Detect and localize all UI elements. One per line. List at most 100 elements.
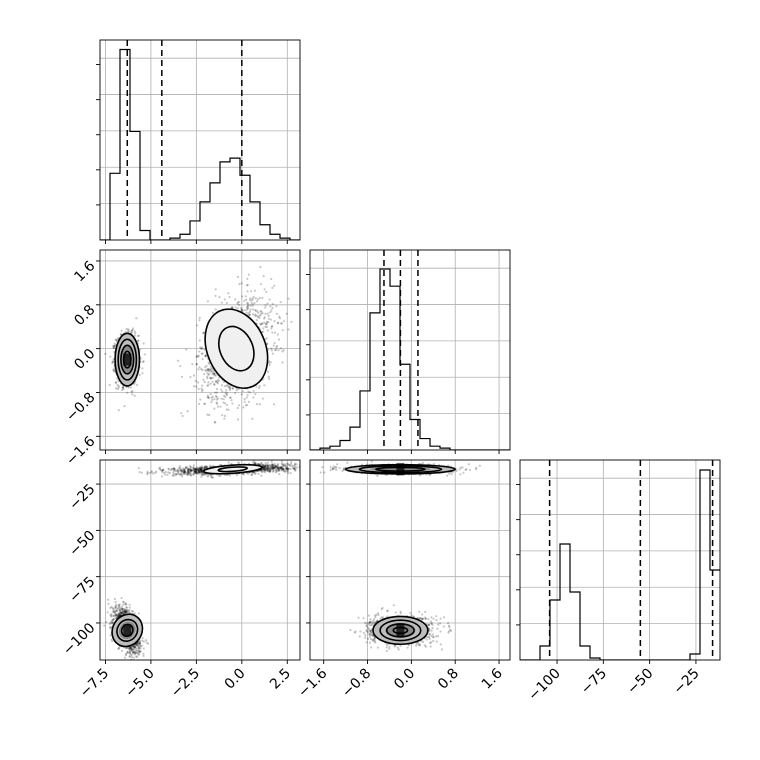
sample-point <box>143 662 145 664</box>
sample-point <box>271 303 274 306</box>
sample-point <box>228 388 231 392</box>
sample-point <box>261 322 264 325</box>
sample-point <box>261 397 265 400</box>
sample-point <box>215 402 219 405</box>
sample-point <box>132 645 135 648</box>
sample-point <box>265 323 268 326</box>
sample-point <box>209 368 212 371</box>
sample-point <box>110 615 113 618</box>
sample-point <box>236 418 240 421</box>
sample-point <box>231 402 234 405</box>
sample-point <box>195 471 198 474</box>
sample-point <box>263 466 266 469</box>
sample-point <box>133 645 136 648</box>
sample-point <box>200 473 203 477</box>
sample-point <box>200 466 204 469</box>
sample-point <box>246 304 250 307</box>
sample-point <box>126 609 129 612</box>
sample-point <box>285 312 288 315</box>
panel-frame <box>99 249 301 451</box>
density-layer <box>103 460 300 664</box>
sample-point <box>278 469 281 472</box>
sample-point <box>111 362 114 365</box>
sample-point <box>138 646 141 650</box>
sample-point <box>116 338 119 341</box>
sample-point <box>113 610 117 614</box>
sample-point <box>213 372 216 375</box>
sample-point <box>202 332 205 335</box>
sample-point <box>273 341 276 345</box>
sample-point <box>223 298 226 301</box>
sample-point <box>254 393 257 396</box>
sample-point <box>285 466 288 469</box>
sample-point <box>270 309 273 312</box>
sample-point <box>227 461 230 464</box>
sample-point <box>275 348 278 351</box>
sample-point <box>257 462 260 465</box>
sample-point <box>106 611 109 614</box>
sample-point <box>202 378 205 381</box>
sample-point <box>112 346 115 349</box>
sample-point <box>266 466 270 469</box>
sample-point <box>221 390 224 393</box>
sample-point <box>282 349 285 352</box>
sample-point <box>127 329 130 332</box>
contour-line <box>120 344 135 375</box>
sample-point <box>141 372 144 375</box>
sample-point <box>200 352 203 356</box>
sample-point <box>120 596 123 600</box>
sample-point <box>117 337 120 340</box>
sample-point <box>135 647 138 650</box>
sample-point <box>267 348 270 351</box>
sample-point <box>118 608 121 611</box>
sample-point <box>254 309 257 312</box>
sample-point <box>134 651 137 654</box>
sample-point <box>124 330 127 333</box>
sample-point <box>134 649 138 652</box>
sample-point <box>271 325 274 328</box>
sample-point <box>118 612 121 616</box>
sample-point <box>145 641 148 644</box>
sample-point <box>259 265 262 269</box>
sample-point <box>228 474 231 477</box>
sample-point <box>121 608 124 611</box>
sample-point <box>214 379 218 383</box>
sample-point <box>139 644 142 648</box>
panel-frame <box>519 459 721 661</box>
sample-point <box>187 471 190 474</box>
sample-point <box>190 469 193 473</box>
sample-point <box>132 644 135 648</box>
sample-point <box>154 471 157 474</box>
sample-point <box>201 357 204 361</box>
sample-point <box>215 401 218 404</box>
sample-point <box>200 466 204 469</box>
sample-point <box>117 647 121 650</box>
sample-point <box>129 646 132 649</box>
sample-point <box>269 311 272 314</box>
sample-point <box>130 654 133 657</box>
sample-point <box>208 362 211 365</box>
contour-line <box>116 618 139 642</box>
sample-point <box>205 466 208 469</box>
sample-point <box>125 606 129 609</box>
sample-point <box>225 389 228 392</box>
sample-point <box>207 396 210 399</box>
sample-point <box>294 462 297 465</box>
sample-point <box>284 465 287 468</box>
sample-point <box>124 611 127 614</box>
sample-point <box>271 465 274 468</box>
sample-point <box>252 295 255 299</box>
sample-point <box>110 619 113 622</box>
sample-point <box>270 347 273 350</box>
sample-point <box>241 390 244 393</box>
sample-point <box>123 405 126 408</box>
sample-point <box>176 359 180 362</box>
sample-point <box>181 414 184 418</box>
sample-point <box>185 465 188 468</box>
sample-point <box>261 312 264 315</box>
sample-point <box>292 467 295 470</box>
sample-point <box>269 467 273 470</box>
sample-point <box>113 346 116 349</box>
sample-point <box>234 298 237 301</box>
